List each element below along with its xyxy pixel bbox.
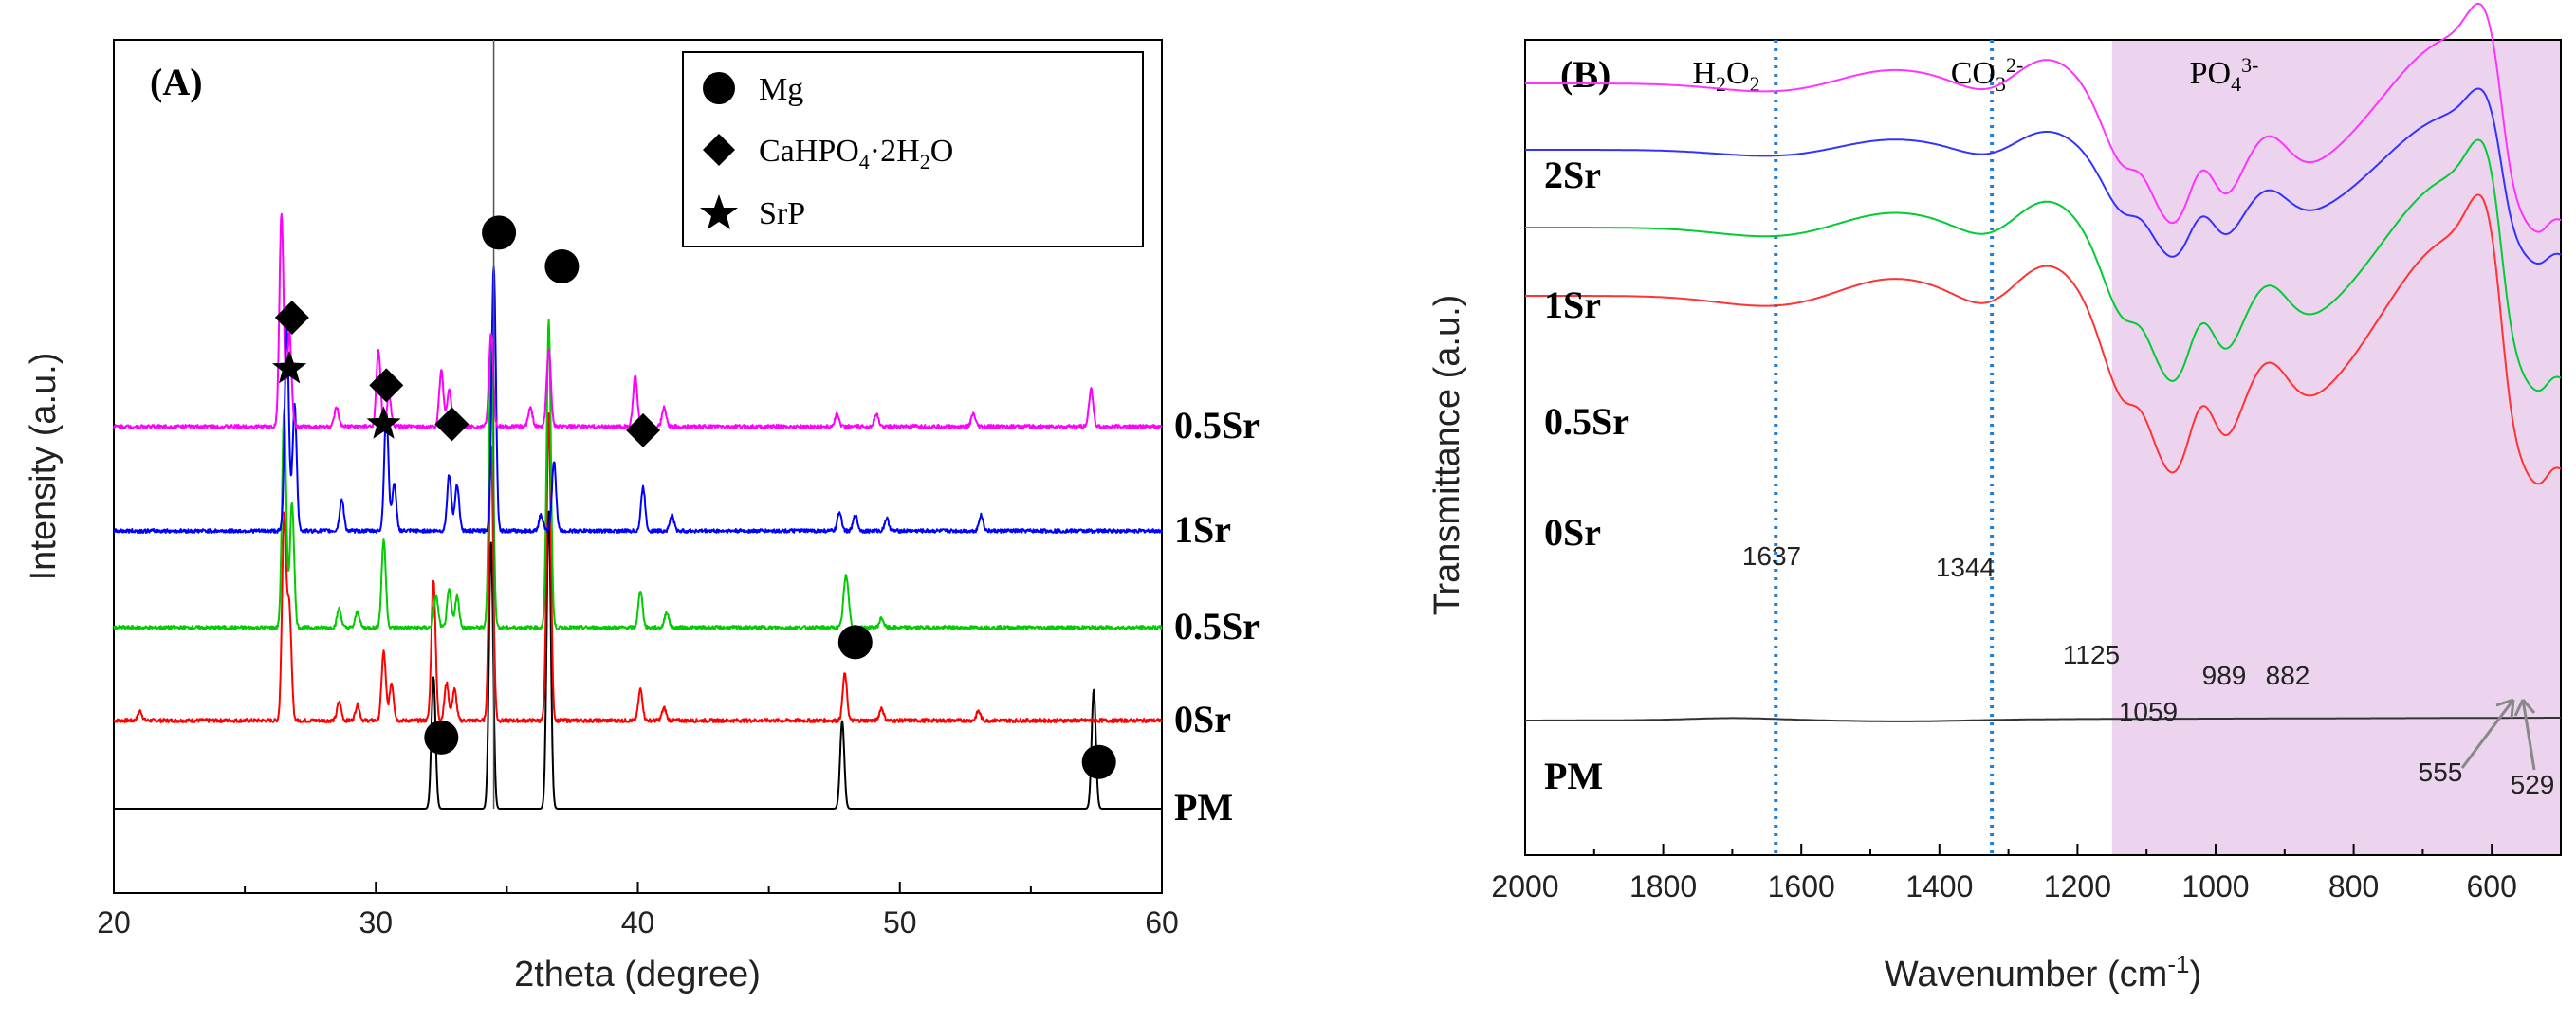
ftir-sample-label: 0.5Sr bbox=[1544, 400, 1629, 443]
panel-a-x-tick-label: 30 bbox=[359, 905, 393, 940]
panel-a-x-tick-label: 40 bbox=[621, 905, 655, 940]
panel-b-x-tick-label: 1800 bbox=[1629, 869, 1697, 903]
panel-b-y-axis-title: Transmittance (a.u.) bbox=[1427, 295, 1467, 616]
mg-phase-marker bbox=[1081, 744, 1116, 779]
ftir-sample-label: 0Sr bbox=[1544, 511, 1601, 554]
panel-a-label: (A) bbox=[150, 61, 203, 103]
panel-b-x-tick-label: 600 bbox=[2467, 869, 2517, 903]
panel-b-x-tick-label: 1200 bbox=[2044, 869, 2111, 903]
ftir-sample-label: 2Sr bbox=[1544, 154, 1601, 196]
xrd-sample-label: 1Sr bbox=[1174, 508, 1231, 551]
annotation-529: 529 bbox=[2511, 770, 2555, 799]
panel-b-x-tick-label: 1400 bbox=[1905, 869, 1973, 903]
po4-shaded-region bbox=[2111, 40, 2561, 855]
panel-b-x-tick-label: 1600 bbox=[1768, 869, 1835, 903]
annotation-555: 555 bbox=[2419, 757, 2463, 787]
arrow-529 bbox=[2513, 699, 2536, 771]
panel-a-x-axis-title: 2theta (degree) bbox=[514, 955, 761, 995]
panel-a-x-tick-label: 50 bbox=[883, 905, 917, 940]
legend-circle-marker bbox=[703, 72, 735, 104]
ftir-series-2sr bbox=[1525, 2, 2562, 233]
panel-b-x-axis-title: Wavenumber (cm-1) bbox=[1885, 950, 2201, 995]
region-label-h2o2: H2O2 bbox=[1692, 56, 1759, 96]
cahpo4-phase-marker bbox=[369, 368, 404, 403]
xrd-series-0sr bbox=[113, 412, 1163, 723]
panel-a-x-tick-label: 20 bbox=[97, 905, 131, 940]
panel-b-x-tick-label: 1000 bbox=[2181, 869, 2249, 903]
ftir-series-pm bbox=[1525, 717, 2561, 722]
xrd-sample-label: PM bbox=[1174, 786, 1233, 829]
panel-a-legend: Mg CaHPO4·2H2O SrP bbox=[682, 51, 1144, 247]
panel-b-sample-labels: 2Sr 1Sr 0.5Sr 0Sr PM bbox=[1544, 154, 1629, 797]
cahpo4-phase-marker bbox=[274, 301, 309, 336]
panel-a-x-axis: 20 30 40 50 60 bbox=[97, 882, 1179, 940]
annotation-1125: 1125 bbox=[2063, 640, 2120, 669]
panel-a-x-tick-label: 60 bbox=[1145, 905, 1179, 940]
xrd-series-pm bbox=[113, 510, 1163, 810]
legend-star-marker bbox=[700, 194, 738, 229]
panel-b-x-axis: 2000 1800 1600 1400 1200 1000 800 600 bbox=[1491, 844, 2562, 903]
panel-b-series bbox=[1525, 2, 2562, 722]
ftir-series-0p5sr bbox=[1525, 138, 2562, 392]
panel-b-frame bbox=[1524, 39, 2562, 856]
panel-a-sample-labels: PM 0Sr 0.5Sr 1Sr 0.5Sr bbox=[1174, 404, 1260, 829]
annotation-1637: 1637 bbox=[1742, 541, 1801, 571]
annotation-1059: 1059 bbox=[2119, 697, 2178, 726]
cahpo4-phase-marker bbox=[626, 412, 661, 447]
xrd-sample-label: 0.5Sr bbox=[1174, 404, 1260, 447]
mg-phase-marker bbox=[424, 720, 459, 755]
panel-b-peak-annotations: 1637 1344 1125 1059 989 882 555 529 bbox=[1742, 541, 2555, 799]
panel-b-label: (B) bbox=[1560, 53, 1610, 96]
xrd-series-1sr bbox=[113, 265, 1163, 534]
arrow-555 bbox=[2460, 698, 2515, 769]
legend-diamond-marker bbox=[703, 134, 735, 166]
panel-b-x-tick-label: 800 bbox=[2328, 869, 2379, 903]
cahpo4-phase-marker bbox=[434, 407, 469, 442]
xrd-sample-label: 0.5Sr bbox=[1174, 605, 1260, 648]
legend-label-srp: SrP bbox=[759, 196, 805, 231]
legend-box bbox=[682, 51, 1144, 247]
region-label-po4: PO43- bbox=[2190, 53, 2259, 96]
ftir-series-1sr bbox=[1525, 87, 2562, 265]
panel-a-y-axis-title: Intensity (a.u.) bbox=[24, 353, 64, 581]
srp-phase-marker bbox=[272, 351, 307, 384]
legend-label-mg: Mg bbox=[759, 72, 803, 107]
panel-b-reference-lines bbox=[1774, 40, 1995, 855]
srp-phase-marker bbox=[366, 406, 401, 439]
xrd-series-0p5sr bbox=[113, 212, 1163, 429]
panel-a-markers bbox=[272, 215, 1116, 779]
annotation-882: 882 bbox=[2266, 661, 2310, 690]
xrd-sample-label: 0Sr bbox=[1174, 698, 1231, 740]
mg-phase-marker bbox=[544, 249, 580, 284]
ftir-sample-label: PM bbox=[1544, 755, 1603, 797]
mg-phase-marker bbox=[482, 215, 517, 250]
panel-a: (A) Mg CaHPO4·2H2O SrP PM 0Sr 0.5Sr 1Sr 0.5S… bbox=[24, 39, 1260, 995]
legend-label-cahpo4: CaHPO4·2H2O bbox=[759, 134, 953, 173]
annotation-1344: 1344 bbox=[1936, 553, 1995, 582]
ftir-sample-label: 1Sr bbox=[1544, 283, 1601, 326]
panel-a-series bbox=[113, 40, 1163, 810]
ftir-series-0sr bbox=[1525, 193, 2562, 485]
panel-b-x-tick-label: 2000 bbox=[1491, 869, 1558, 903]
annotation-989: 989 bbox=[2202, 661, 2247, 690]
xrd-series-0p5sr bbox=[113, 319, 1163, 630]
mg-phase-marker bbox=[837, 625, 873, 660]
